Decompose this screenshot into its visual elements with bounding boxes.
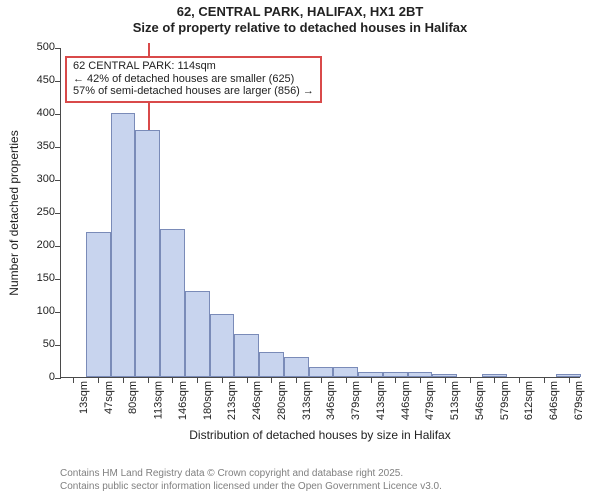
y-tick-label: 400 <box>37 107 61 119</box>
annotation-box: 62 CENTRAL PARK: 114sqm ← 42% of detache… <box>65 56 322 103</box>
x-tick-label: 80sqm <box>127 377 139 414</box>
x-tick-label: 213sqm <box>226 377 238 420</box>
y-tick-label: 500 <box>37 41 61 53</box>
x-axis-label: Distribution of detached houses by size … <box>189 428 450 442</box>
x-tick-label: 47sqm <box>103 377 115 414</box>
histogram-bar <box>185 291 210 377</box>
y-tick-label: 150 <box>37 272 61 284</box>
x-tick-label: 546sqm <box>474 377 486 420</box>
x-tick-mark <box>271 377 272 383</box>
y-tick-label: 250 <box>37 206 61 218</box>
x-tick-label: 13sqm <box>78 377 90 414</box>
histogram-bar <box>210 314 235 377</box>
x-tick-label: 346sqm <box>326 377 338 420</box>
histogram-bar <box>160 229 185 378</box>
y-tick-label: 450 <box>37 74 61 86</box>
x-tick-label: 280sqm <box>276 377 288 420</box>
x-tick-mark <box>73 377 74 383</box>
y-tick-label: 0 <box>49 371 61 383</box>
x-tick-label: 513sqm <box>449 377 461 420</box>
attribution-line2: Contains public sector information licen… <box>60 481 442 494</box>
x-tick-mark <box>222 377 223 383</box>
x-tick-mark <box>395 377 396 383</box>
chart-container: Number of detached properties 62 CENTRAL… <box>0 0 600 500</box>
x-tick-label: 679sqm <box>573 377 585 420</box>
histogram-bar <box>86 232 111 377</box>
x-tick-mark <box>569 377 570 383</box>
histogram-bar <box>111 113 136 377</box>
x-tick-mark <box>544 377 545 383</box>
y-tick-label: 300 <box>37 173 61 185</box>
y-axis-label: Number of detached properties <box>7 130 21 295</box>
x-tick-label: 113sqm <box>152 377 164 419</box>
x-tick-mark <box>123 377 124 383</box>
x-tick-label: 180sqm <box>202 377 214 420</box>
x-tick-mark <box>494 377 495 383</box>
histogram-bar <box>234 334 259 377</box>
x-tick-label: 313sqm <box>301 377 313 420</box>
x-tick-label: 579sqm <box>499 377 511 420</box>
attribution-text: Contains HM Land Registry data © Crown c… <box>60 468 442 493</box>
annotation-line2: ← 42% of detached houses are smaller (62… <box>73 73 314 86</box>
histogram-bar <box>333 367 358 377</box>
x-tick-mark <box>172 377 173 383</box>
x-tick-label: 146sqm <box>177 377 189 420</box>
attribution-line1: Contains HM Land Registry data © Crown c… <box>60 468 442 481</box>
histogram-bar <box>284 357 309 377</box>
annotation-line1: 62 CENTRAL PARK: 114sqm <box>73 60 314 73</box>
x-tick-mark <box>445 377 446 383</box>
x-tick-mark <box>346 377 347 383</box>
x-tick-mark <box>371 377 372 383</box>
x-tick-mark <box>420 377 421 383</box>
y-tick-label: 200 <box>37 239 61 251</box>
x-tick-mark <box>470 377 471 383</box>
x-tick-label: 413sqm <box>375 377 387 420</box>
x-tick-label: 479sqm <box>425 377 437 420</box>
x-tick-mark <box>148 377 149 383</box>
y-tick-label: 50 <box>43 338 61 350</box>
x-tick-label: 246sqm <box>251 377 263 420</box>
y-tick-label: 100 <box>37 305 61 317</box>
x-tick-label: 612sqm <box>524 377 536 420</box>
x-tick-label: 446sqm <box>400 377 412 420</box>
y-tick-label: 350 <box>37 140 61 152</box>
x-tick-mark <box>247 377 248 383</box>
x-tick-mark <box>197 377 198 383</box>
x-tick-mark <box>98 377 99 383</box>
x-tick-label: 379sqm <box>350 377 362 420</box>
histogram-bar <box>309 367 334 377</box>
plot-area: 62 CENTRAL PARK: 114sqm ← 42% of detache… <box>60 48 580 378</box>
annotation-line3: 57% of semi-detached houses are larger (… <box>73 85 314 98</box>
x-tick-label: 646sqm <box>548 377 560 420</box>
histogram-bar <box>135 130 160 378</box>
x-tick-mark <box>519 377 520 383</box>
histogram-bar <box>259 352 284 377</box>
x-tick-mark <box>321 377 322 383</box>
x-tick-mark <box>296 377 297 383</box>
